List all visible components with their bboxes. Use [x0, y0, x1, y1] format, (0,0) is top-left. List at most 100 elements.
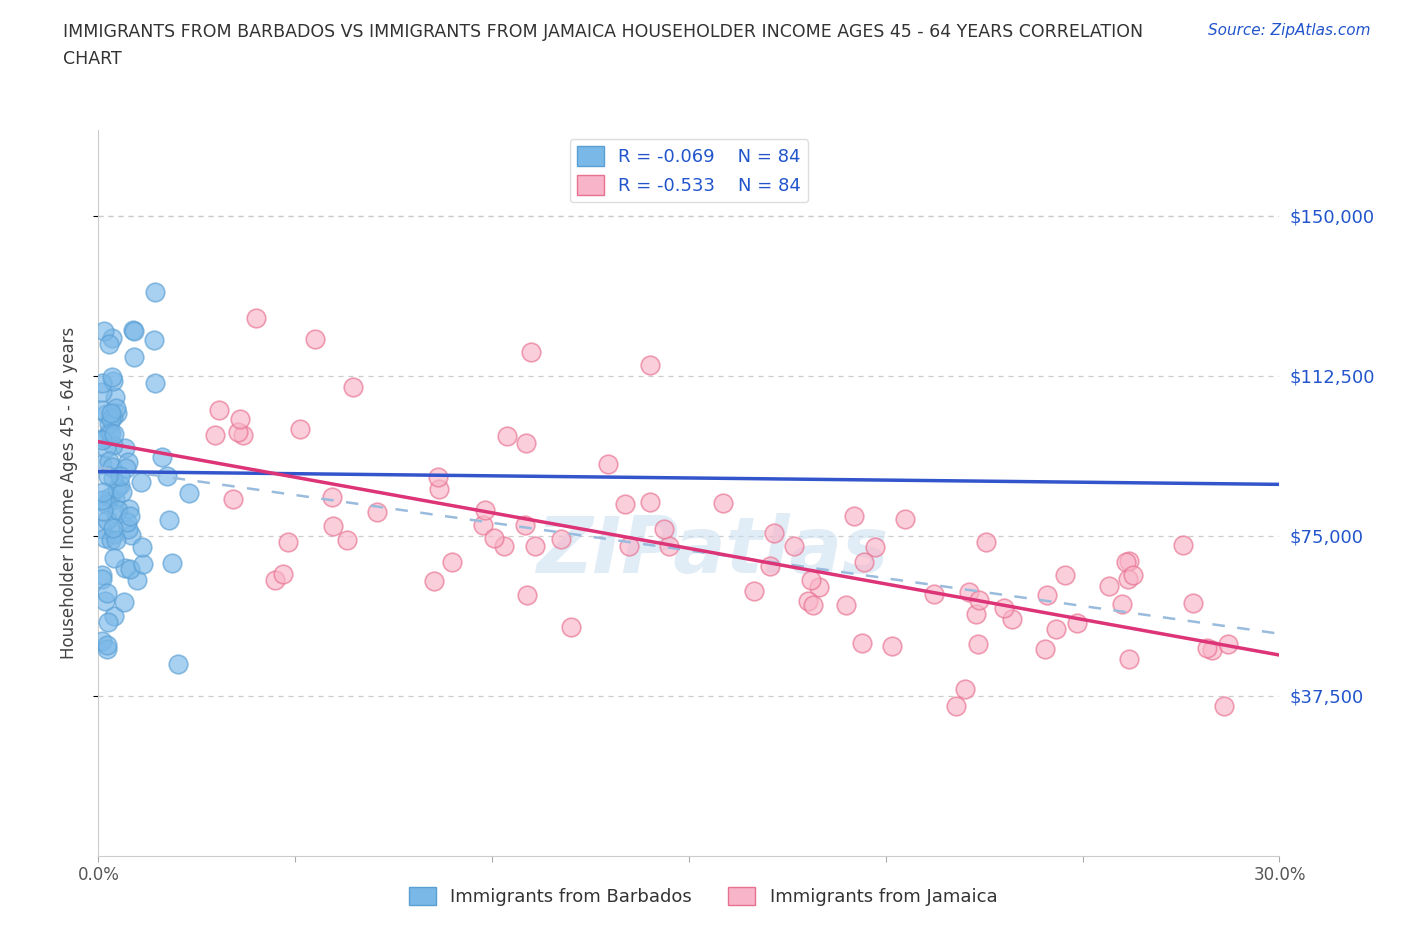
Point [321, 490, 343, 505]
Point [957, 585, 980, 600]
Point [834, 598, 856, 613]
Point [115, 514, 138, 529]
Point [98, 453, 121, 468]
Point [108, 478, 131, 493]
Point [288, 421, 311, 436]
Point [427, 481, 450, 496]
Point [894, 512, 917, 526]
Point [617, 539, 640, 554]
Point [94, 593, 117, 608]
Point [122, 323, 145, 338]
Point [104, 401, 127, 416]
Point [423, 574, 446, 589]
Point [91, 376, 114, 391]
Point [96, 497, 118, 512]
Point [122, 324, 145, 339]
Point [801, 597, 824, 612]
Point [853, 554, 876, 569]
Point [103, 426, 125, 441]
Point [880, 638, 903, 653]
Point [842, 509, 865, 524]
Text: IMMIGRANTS FROM BARBADOS VS IMMIGRANTS FROM JAMAICA HOUSEHOLDER INCOME AGES 45 -: IMMIGRANTS FROM BARBADOS VS IMMIGRANTS F… [63, 23, 1143, 68]
Point [245, 311, 267, 325]
Point [232, 428, 254, 443]
Point [474, 502, 496, 517]
Point [226, 424, 249, 439]
Point [974, 535, 997, 550]
Point [104, 506, 127, 521]
Point [120, 509, 142, 524]
Point [222, 492, 245, 507]
Point [807, 579, 830, 594]
Point [229, 411, 252, 426]
Point [91, 633, 114, 648]
Point [150, 449, 173, 464]
Point [96, 512, 118, 527]
Point [98, 337, 121, 352]
Point [101, 373, 124, 388]
Point [93, 324, 115, 339]
Point [496, 429, 519, 444]
Point [1111, 597, 1133, 612]
Point [97, 614, 120, 629]
Point [157, 512, 180, 527]
Point [131, 539, 153, 554]
Point [613, 497, 636, 512]
Point [103, 609, 125, 624]
Point [1195, 640, 1218, 655]
Point [967, 636, 990, 651]
Point [494, 538, 516, 553]
Point [143, 332, 166, 347]
Point [515, 436, 537, 451]
Point [103, 438, 125, 453]
Point [922, 587, 945, 602]
Point [105, 480, 128, 495]
Legend: Immigrants from Barbados, Immigrants from Jamaica: Immigrants from Barbados, Immigrants fro… [402, 880, 1004, 913]
Point [91, 493, 114, 508]
Point [122, 350, 145, 365]
Legend: R = -0.069    N = 84, R = -0.533    N = 84: R = -0.069 N = 84, R = -0.533 N = 84 [569, 140, 808, 203]
Point [1035, 642, 1057, 657]
Point [711, 495, 734, 510]
Point [94, 407, 117, 422]
Point [91, 403, 114, 418]
Point [91, 572, 114, 587]
Point [91, 503, 114, 518]
Point [111, 485, 134, 499]
Point [342, 379, 364, 394]
Point [100, 426, 122, 441]
Point [107, 503, 129, 518]
Point [1001, 612, 1024, 627]
Point [91, 385, 114, 400]
Point [100, 406, 122, 421]
Point [120, 527, 142, 542]
Point [482, 530, 505, 545]
Point [132, 557, 155, 572]
Point [103, 551, 125, 565]
Point [117, 522, 139, 537]
Point [96, 641, 118, 656]
Point [120, 562, 142, 577]
Point [863, 539, 886, 554]
Point [91, 485, 114, 499]
Point [366, 505, 388, 520]
Point [143, 285, 166, 299]
Point [166, 657, 188, 671]
Point [96, 637, 118, 652]
Point [1181, 596, 1204, 611]
Point [91, 457, 114, 472]
Text: Source: ZipAtlas.com: Source: ZipAtlas.com [1208, 23, 1371, 38]
Point [800, 573, 823, 588]
Point [156, 469, 179, 484]
Point [471, 518, 494, 533]
Point [1116, 572, 1139, 587]
Point [516, 588, 538, 603]
Point [263, 572, 285, 587]
Point [96, 586, 118, 601]
Point [97, 468, 120, 483]
Point [204, 428, 226, 443]
Point [513, 518, 536, 533]
Point [652, 521, 675, 536]
Point [117, 455, 139, 470]
Point [98, 425, 121, 440]
